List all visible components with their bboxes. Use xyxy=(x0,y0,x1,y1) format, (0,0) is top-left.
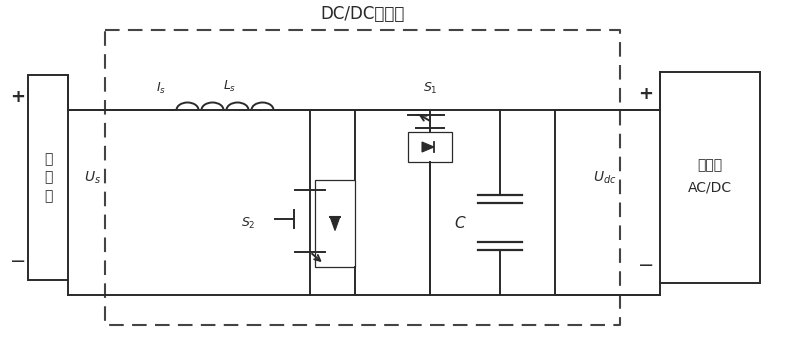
Text: $U_s$: $U_s$ xyxy=(85,169,102,186)
Polygon shape xyxy=(330,217,340,230)
Text: $I_s$: $I_s$ xyxy=(156,81,166,95)
Text: +: + xyxy=(10,88,26,106)
Text: 蓄
电
池: 蓄 电 池 xyxy=(44,152,52,203)
Bar xyxy=(408,132,452,162)
Text: $L_s$: $L_s$ xyxy=(223,79,237,93)
Bar xyxy=(315,180,355,267)
Text: AC/DC: AC/DC xyxy=(688,181,732,194)
Text: 变流器: 变流器 xyxy=(698,158,722,173)
Text: +: + xyxy=(638,85,654,103)
Bar xyxy=(28,75,68,280)
Text: $U_{dc}$: $U_{dc}$ xyxy=(594,169,617,186)
Text: $C$: $C$ xyxy=(454,215,466,230)
Polygon shape xyxy=(422,142,434,152)
Text: DC/DC变换器: DC/DC变换器 xyxy=(320,5,405,23)
Text: $S_1$: $S_1$ xyxy=(422,81,438,95)
Bar xyxy=(660,72,760,283)
Text: $S_2$: $S_2$ xyxy=(241,216,255,231)
Text: −: − xyxy=(10,253,26,272)
Text: −: − xyxy=(638,255,654,274)
